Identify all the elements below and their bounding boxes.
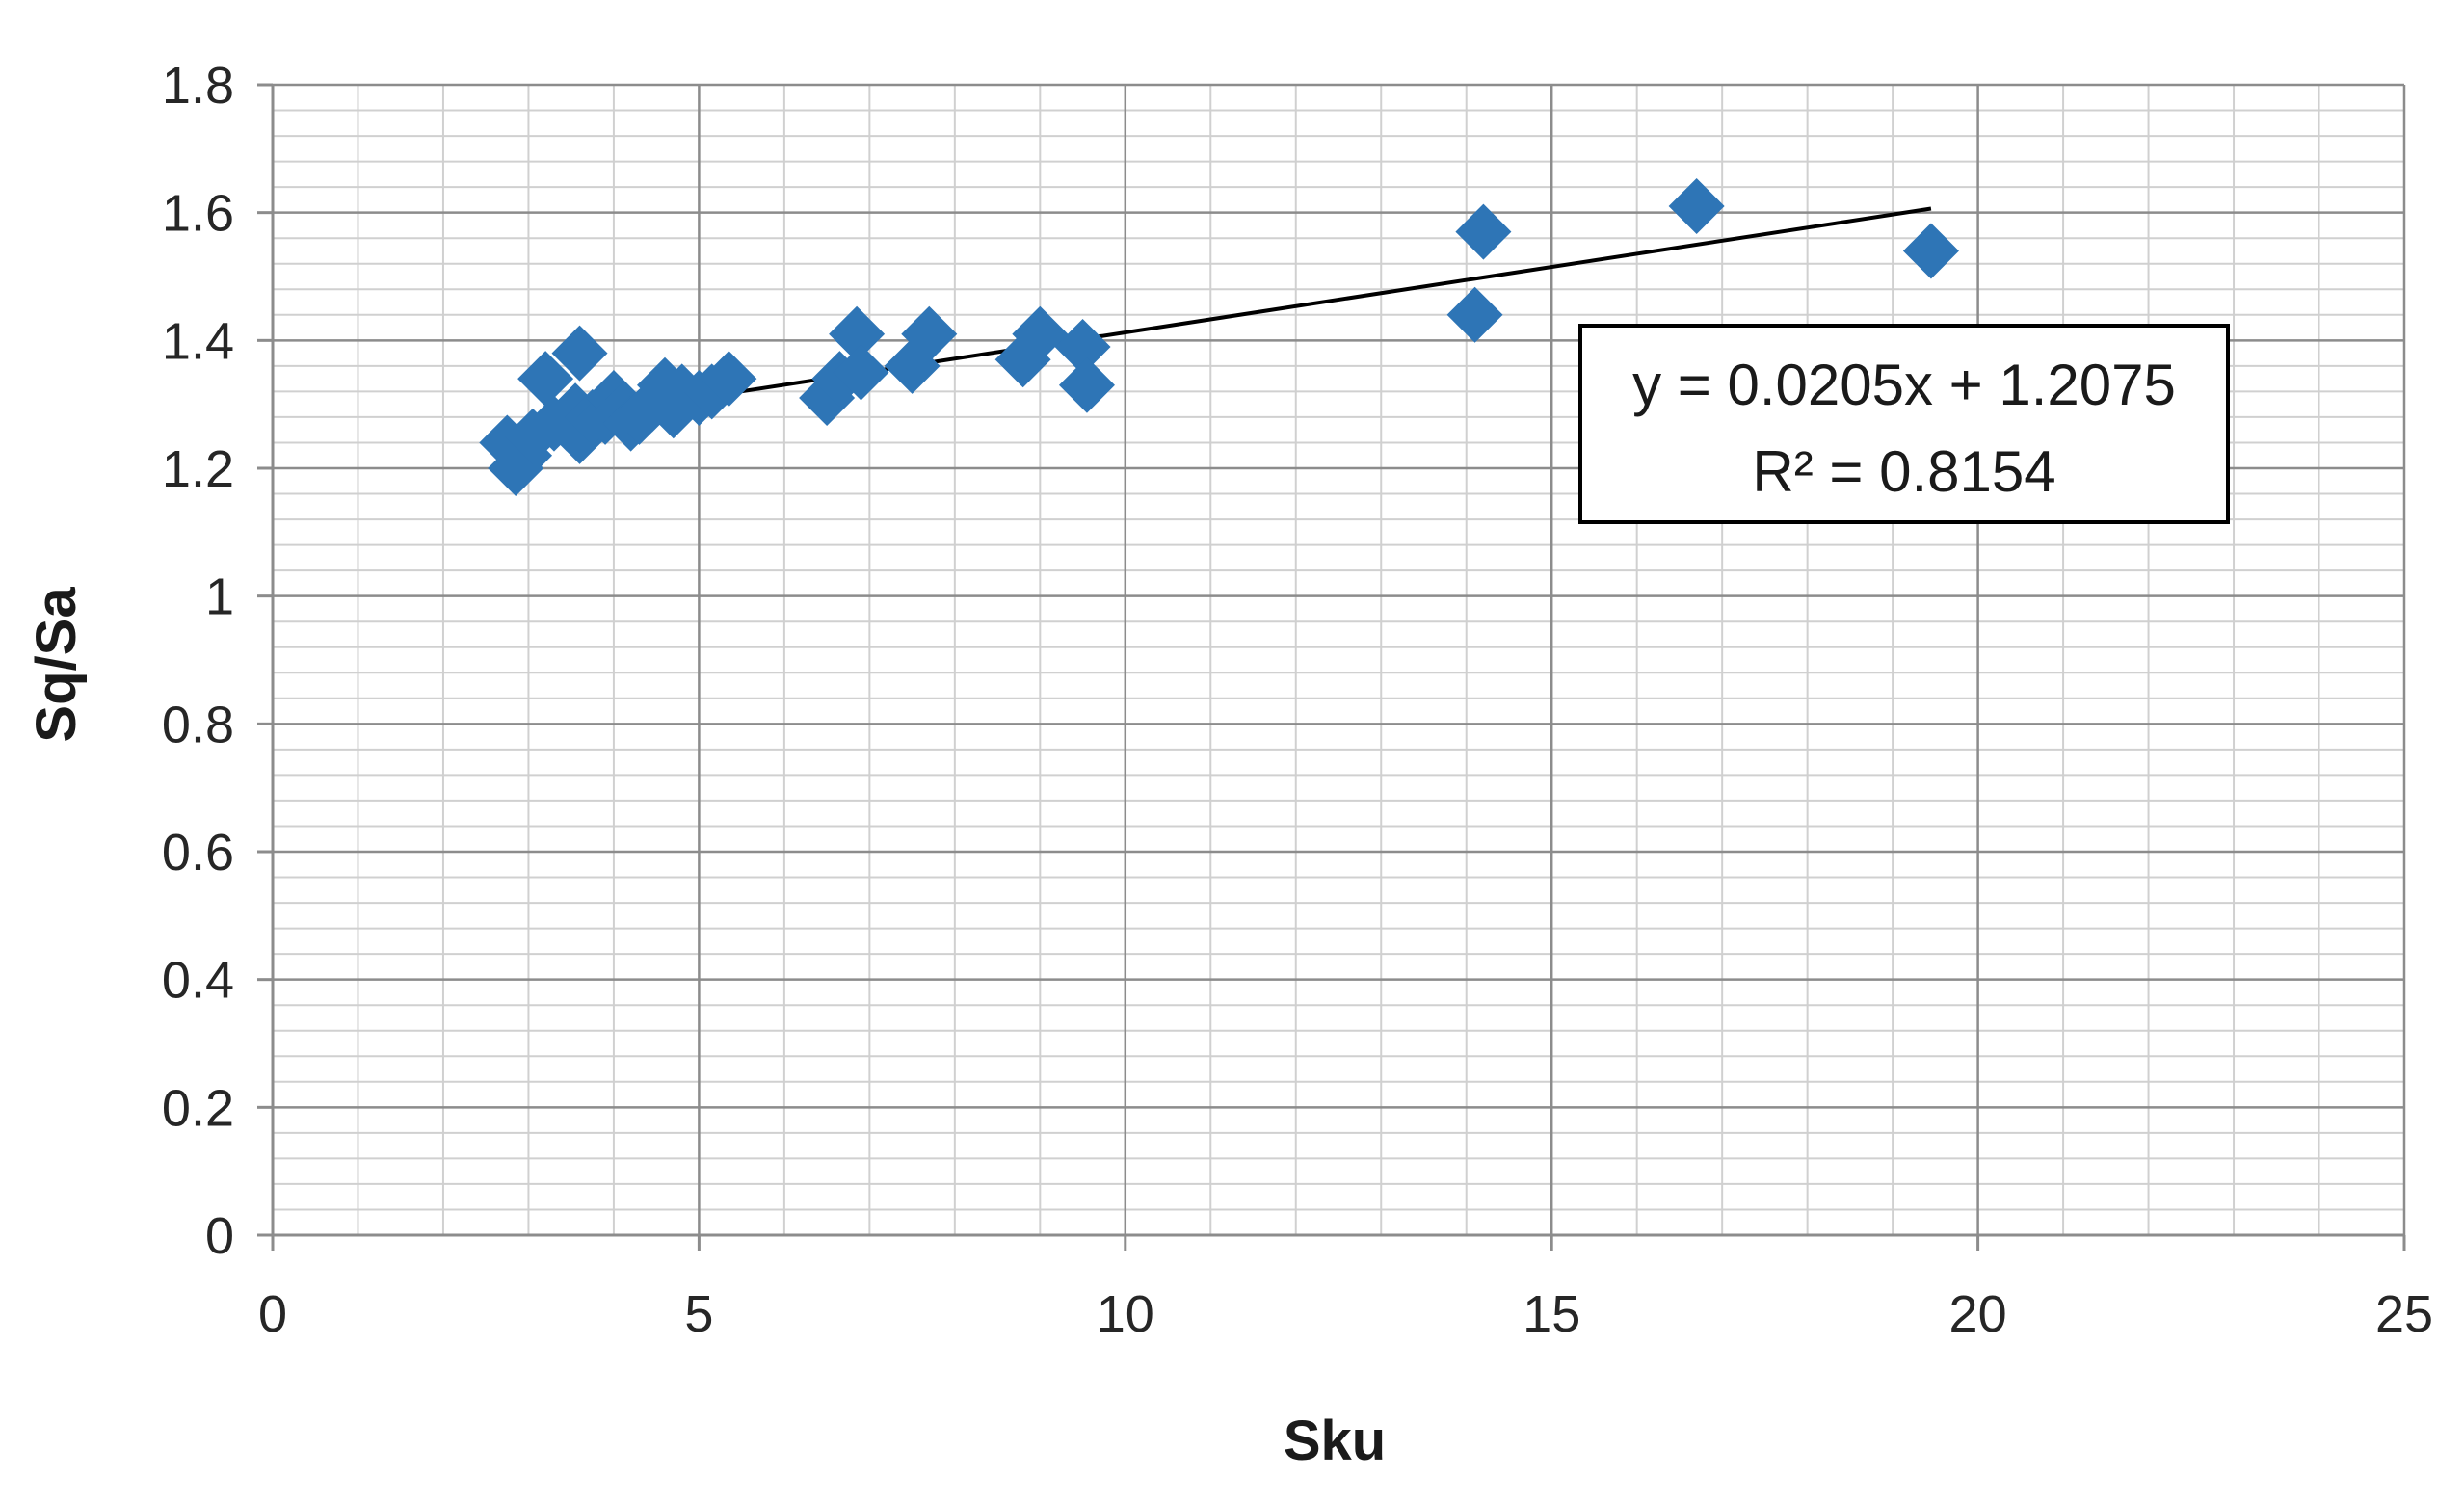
y-tick-label: 1.6 [162, 185, 234, 243]
data-point [833, 344, 889, 401]
y-tick-label: 1.4 [162, 312, 234, 370]
x-tick-label: 5 [684, 1285, 713, 1343]
data-point [1012, 305, 1069, 362]
y-tick-label: 0 [205, 1207, 234, 1265]
data-point [1902, 223, 1959, 279]
data-points [479, 178, 1959, 496]
data-point [901, 305, 958, 362]
data-point [1058, 356, 1115, 413]
data-point [1054, 318, 1111, 375]
y-axis-title: Sq/Sa [25, 587, 88, 743]
trendline-equation: y = 0.0205x + 1.2075 [1632, 353, 2176, 417]
y-tick-label: 0.8 [162, 696, 234, 753]
y-tick-label: 1 [205, 568, 234, 626]
equation-box-border [1578, 324, 2230, 524]
r-squared-label: R² = 0.8154 [1752, 439, 2055, 504]
data-point [517, 351, 574, 408]
y-tick-label: 1.2 [162, 440, 234, 498]
data-point [701, 351, 757, 408]
y-tick-label: 0.4 [162, 952, 234, 1010]
x-tick-labels: 0 5 10 15 20 25 [258, 1285, 2433, 1343]
data-point [1668, 178, 1725, 235]
y-tick-label: 0.6 [162, 824, 234, 882]
data-point [1455, 203, 1512, 260]
x-tick-label: 20 [1949, 1285, 2007, 1343]
data-point [551, 325, 608, 382]
x-tick-label: 10 [1097, 1285, 1154, 1343]
x-tick-label: 15 [1523, 1285, 1580, 1343]
y-tick-label: 1.8 [162, 57, 234, 115]
grid-lines [273, 83, 2406, 1235]
data-point [1446, 286, 1503, 343]
y-tick-labels: 0 0.2 0.4 0.6 0.8 1 1.2 1.4 1.6 1.8 [162, 57, 234, 1265]
x-tick-label: 25 [2375, 1285, 2433, 1343]
data-point [829, 305, 886, 362]
x-axis-title: Sku [1284, 1410, 1386, 1472]
x-tick-label: 0 [258, 1285, 287, 1343]
axes [257, 83, 2406, 1251]
y-tick-label: 0.2 [162, 1079, 234, 1137]
equation-box: y = 0.0205x + 1.2075 R² = 0.8154 [1578, 324, 2230, 524]
